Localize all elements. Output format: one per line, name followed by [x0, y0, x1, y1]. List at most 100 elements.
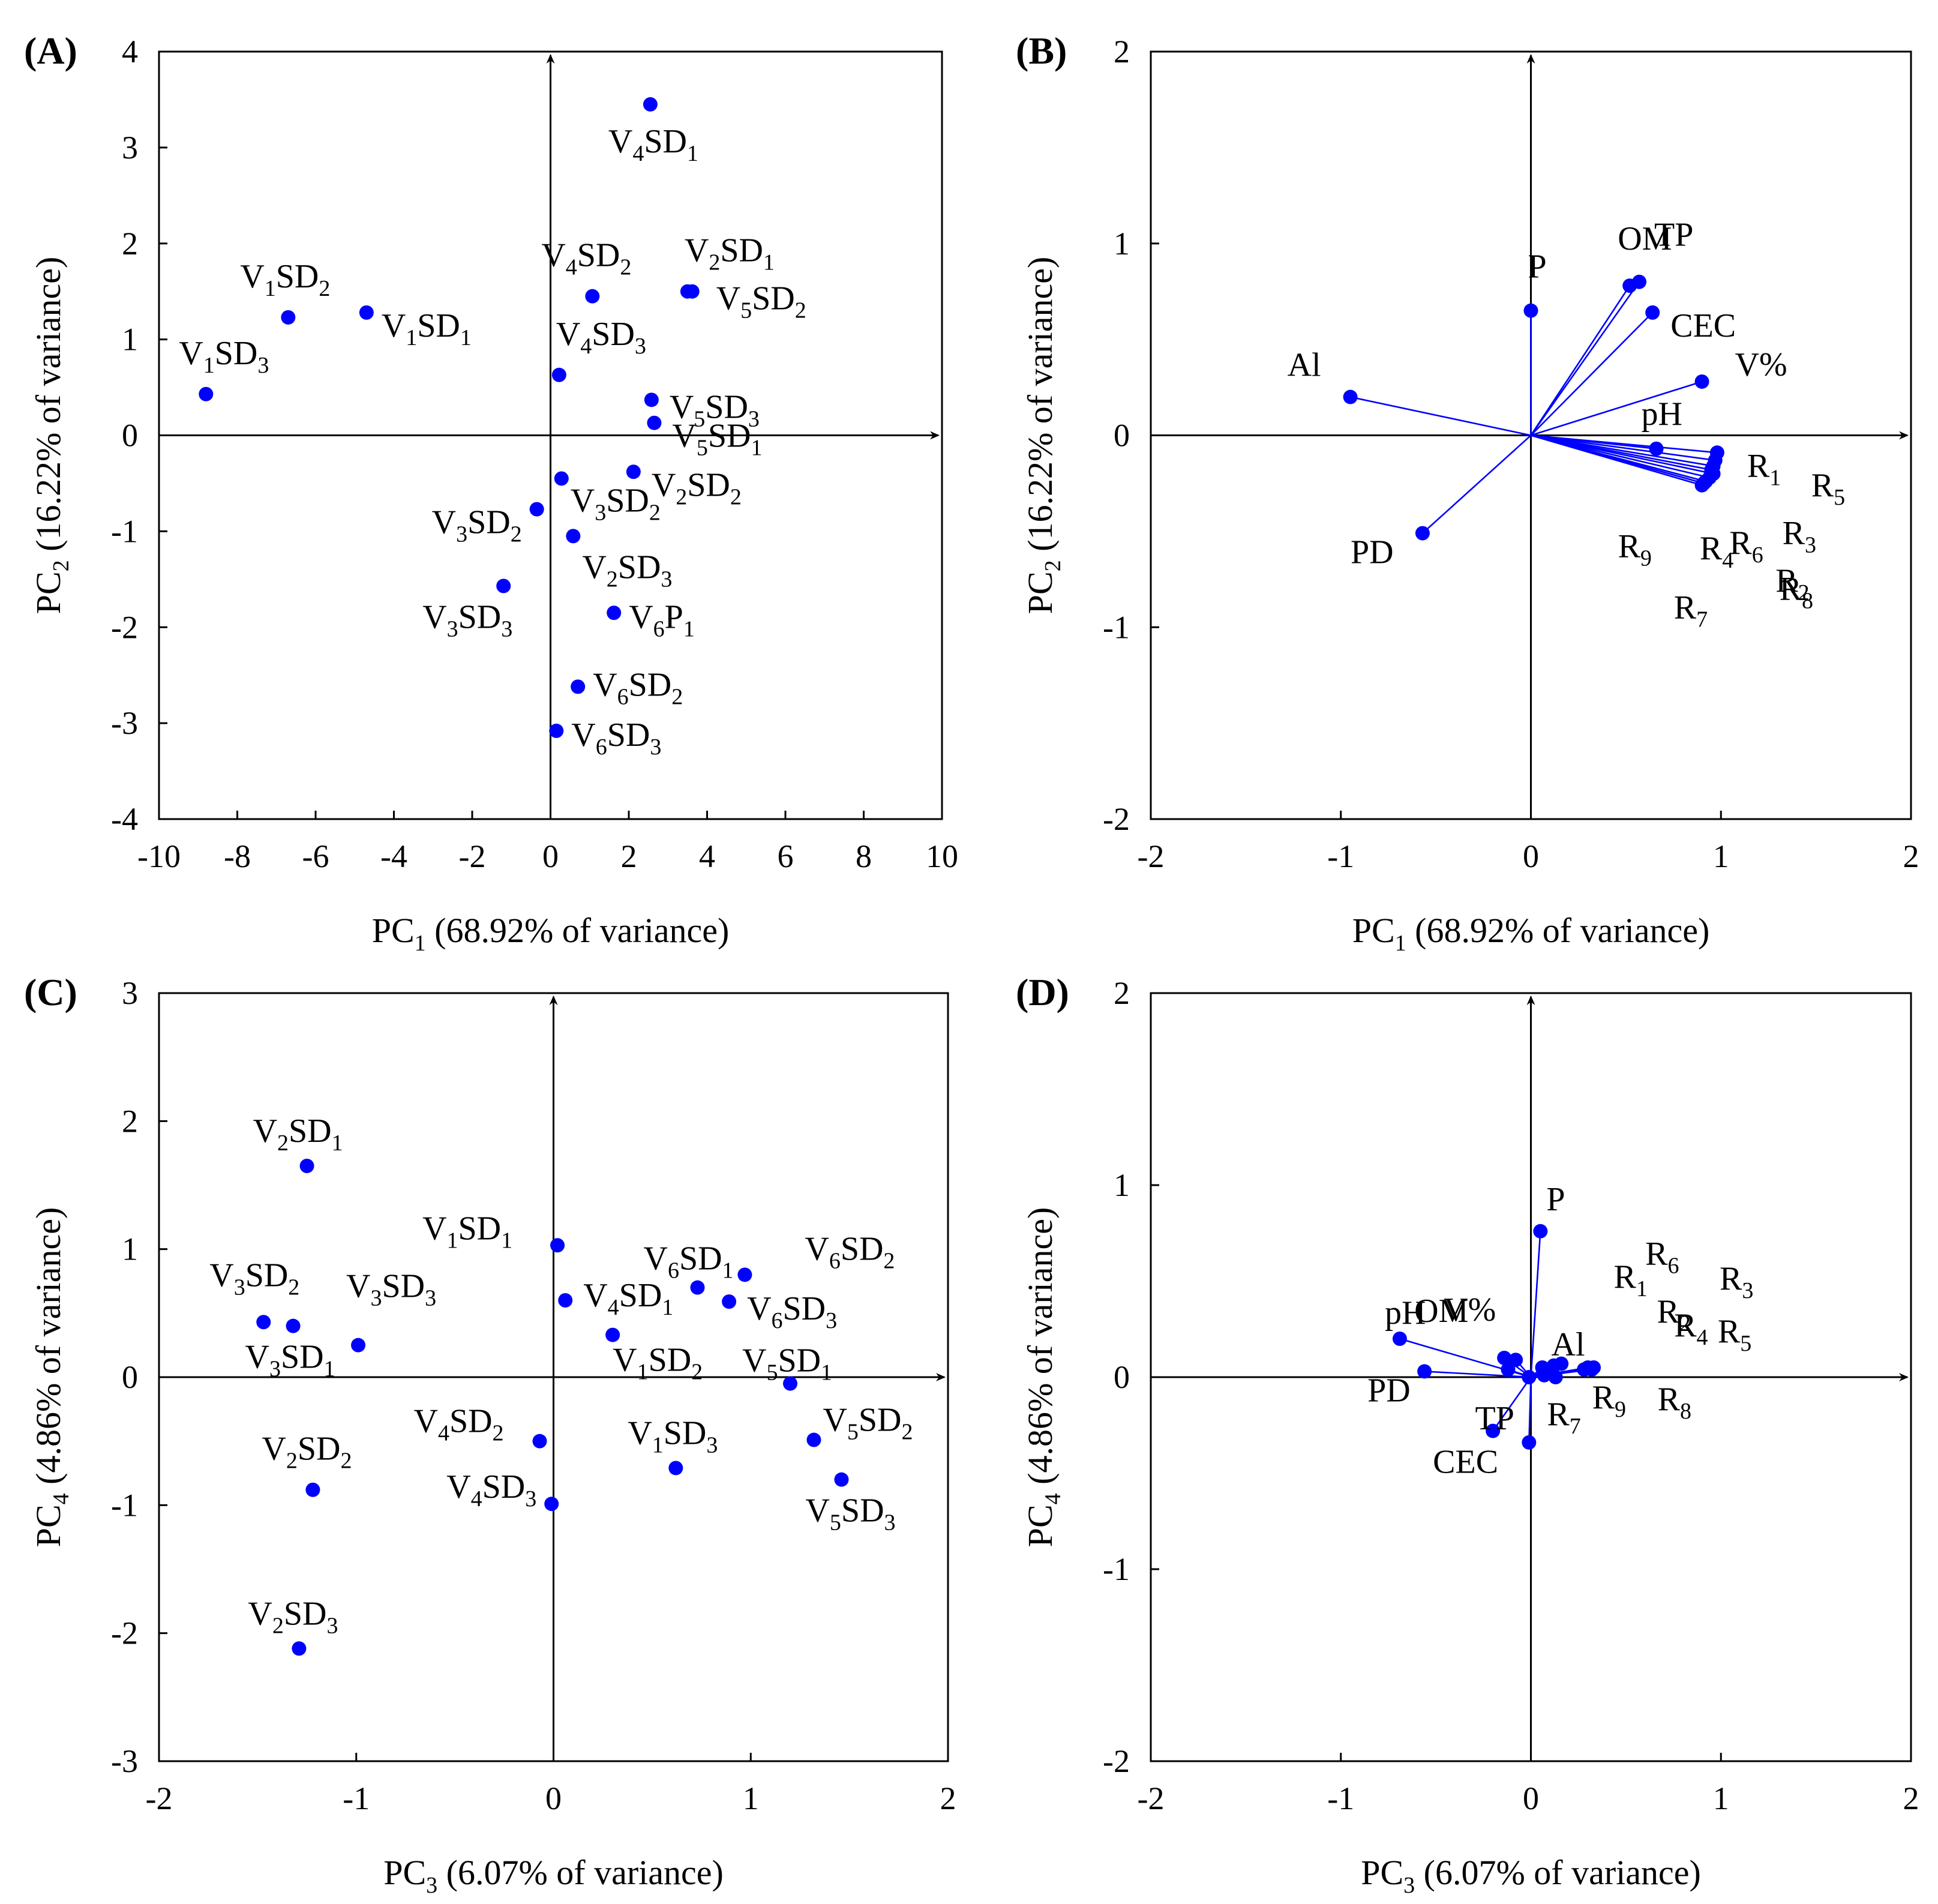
- point-label: V4SD3: [556, 316, 646, 359]
- data-point: [571, 679, 586, 694]
- point-label: R7: [1674, 589, 1708, 632]
- point-label: R8: [1780, 570, 1813, 613]
- point-label: Al: [1288, 347, 1321, 384]
- panel-b: (B) -2 -1 0 1 2 -2 -1 0 1 2 PC1 (68.92% of variance…: [1016, 29, 1919, 956]
- y-tick-label: 1: [122, 1231, 138, 1267]
- point-label: R3: [1783, 515, 1816, 558]
- x-tick-label: 2: [1903, 838, 1919, 874]
- point-label: TP: [1654, 217, 1693, 254]
- data-point: [305, 1482, 320, 1497]
- loading-vector: [1424, 1371, 1531, 1378]
- y-axis-label: PC2 (16.22% of variance): [1021, 257, 1066, 614]
- point-label: R6: [1729, 524, 1763, 568]
- y-axis-label-group: PC4 (4.86% of variance): [29, 1207, 74, 1548]
- x-tick-label: 6: [778, 838, 794, 874]
- y-tick-label: -3: [111, 1743, 138, 1779]
- x-tick-label: -1: [1327, 1780, 1354, 1816]
- data-point: [281, 310, 296, 325]
- x-tick-label: -2: [1138, 1780, 1165, 1816]
- x-tick-label: 8: [856, 838, 872, 874]
- point-label: R1: [1614, 1258, 1648, 1302]
- data-point: [544, 1497, 559, 1512]
- data-point: [529, 502, 544, 517]
- x-tick-label: 0: [545, 1780, 562, 1816]
- point-label: V3SD3: [422, 599, 512, 642]
- point-label: OM: [1618, 220, 1672, 257]
- point-label: V1SD1: [382, 307, 472, 350]
- data-point: [668, 1461, 683, 1476]
- data-point: [1546, 1358, 1561, 1373]
- point-label: V5SD2: [716, 280, 806, 323]
- point-label: PD: [1351, 534, 1394, 571]
- point-label: R9: [1618, 528, 1652, 571]
- y-axis-label: PC4 (4.86% of variance): [1021, 1207, 1066, 1548]
- y-tick-label: 0: [1114, 418, 1130, 454]
- data-point: [554, 471, 569, 486]
- point-label: Al: [1552, 1326, 1585, 1363]
- data-point: [685, 284, 700, 299]
- point-label: V1SD3: [628, 1414, 718, 1458]
- y-tick-label: 3: [122, 130, 138, 166]
- point-label: pH: [1642, 395, 1682, 433]
- loading-vector: [1530, 1231, 1541, 1378]
- point-label: V2SD3: [248, 1595, 338, 1638]
- data-point: [299, 1159, 314, 1173]
- y-axis-label-group: PC2 (16.22% of variance): [1021, 257, 1066, 614]
- y-tick-label: 0: [122, 1359, 138, 1395]
- point-label: V3SD2: [432, 504, 522, 547]
- data-point: [1343, 389, 1358, 404]
- point-label: V6SD3: [747, 1290, 837, 1333]
- panel-letter: (A): [24, 29, 77, 72]
- point-label: V6SD3: [571, 716, 661, 760]
- x-tick-label: 1: [1713, 838, 1729, 874]
- data-point: [690, 1280, 705, 1295]
- y-tick-label: 4: [122, 34, 138, 70]
- y-axis-label-group: PC2 (16.22% of variance): [29, 257, 74, 614]
- x-tick-label: 0: [1523, 1780, 1539, 1816]
- point-label: R5: [1718, 1313, 1751, 1356]
- point-label: V6P1: [629, 598, 695, 641]
- data-point: [834, 1472, 849, 1487]
- point-label: V5SD3: [805, 1492, 895, 1536]
- data-point: [551, 367, 566, 382]
- point-label: R8: [1658, 1381, 1691, 1424]
- y-tick-label: 1: [1114, 226, 1130, 262]
- data-point: [1417, 1364, 1432, 1379]
- data-point: [532, 1434, 547, 1449]
- x-tick-label: -1: [343, 1780, 370, 1816]
- data-point: [605, 1327, 620, 1342]
- x-tick-label: -10: [137, 838, 181, 874]
- x-tick-label: 0: [542, 838, 559, 874]
- point-label: R3: [1720, 1260, 1753, 1303]
- point-label: V4SD1: [608, 123, 698, 166]
- loading-vector: [1530, 311, 1654, 436]
- loading-vector: [1531, 434, 1718, 454]
- point-label: V5SD1: [672, 418, 762, 461]
- point-label: OM: [1414, 1293, 1468, 1330]
- data-point: [1649, 441, 1664, 456]
- data-point: [626, 464, 641, 479]
- y-axis-label-group: PC4 (4.86% of variance): [1021, 1207, 1066, 1548]
- point-label: V1SD2: [613, 1342, 703, 1385]
- panel-letter: (B): [1016, 29, 1067, 72]
- y-axis-label: PC2 (16.22% of variance): [29, 257, 74, 614]
- data-point: [1632, 274, 1647, 289]
- point-label: V5SD2: [823, 1402, 913, 1445]
- y-tick-label: 2: [122, 226, 138, 262]
- point-label: V2SD2: [262, 1431, 352, 1474]
- point-label: R9: [1592, 1379, 1626, 1422]
- data-point: [607, 605, 622, 620]
- point-label: V3SD1: [245, 1339, 335, 1382]
- y-tick-label: -1: [1103, 609, 1130, 645]
- panel-d: (D) -2 -1 0 1 2 -2 -1 0 1 2 PC3 (6.07% of variance)…: [1016, 971, 1919, 1898]
- point-label: V2SD2: [652, 466, 742, 509]
- x-tick-label: 4: [699, 838, 715, 874]
- data-point: [566, 529, 581, 544]
- point-label: R2: [1657, 1293, 1691, 1336]
- y-tick-label: -4: [111, 801, 138, 837]
- x-axis-label: PC3 (6.07% of variance): [1361, 1853, 1701, 1898]
- y-tick-label: 2: [1114, 34, 1130, 70]
- x-tick-label: -4: [380, 838, 407, 874]
- y-tick-label: 2: [122, 1103, 138, 1139]
- point-label: V%: [1444, 1291, 1496, 1329]
